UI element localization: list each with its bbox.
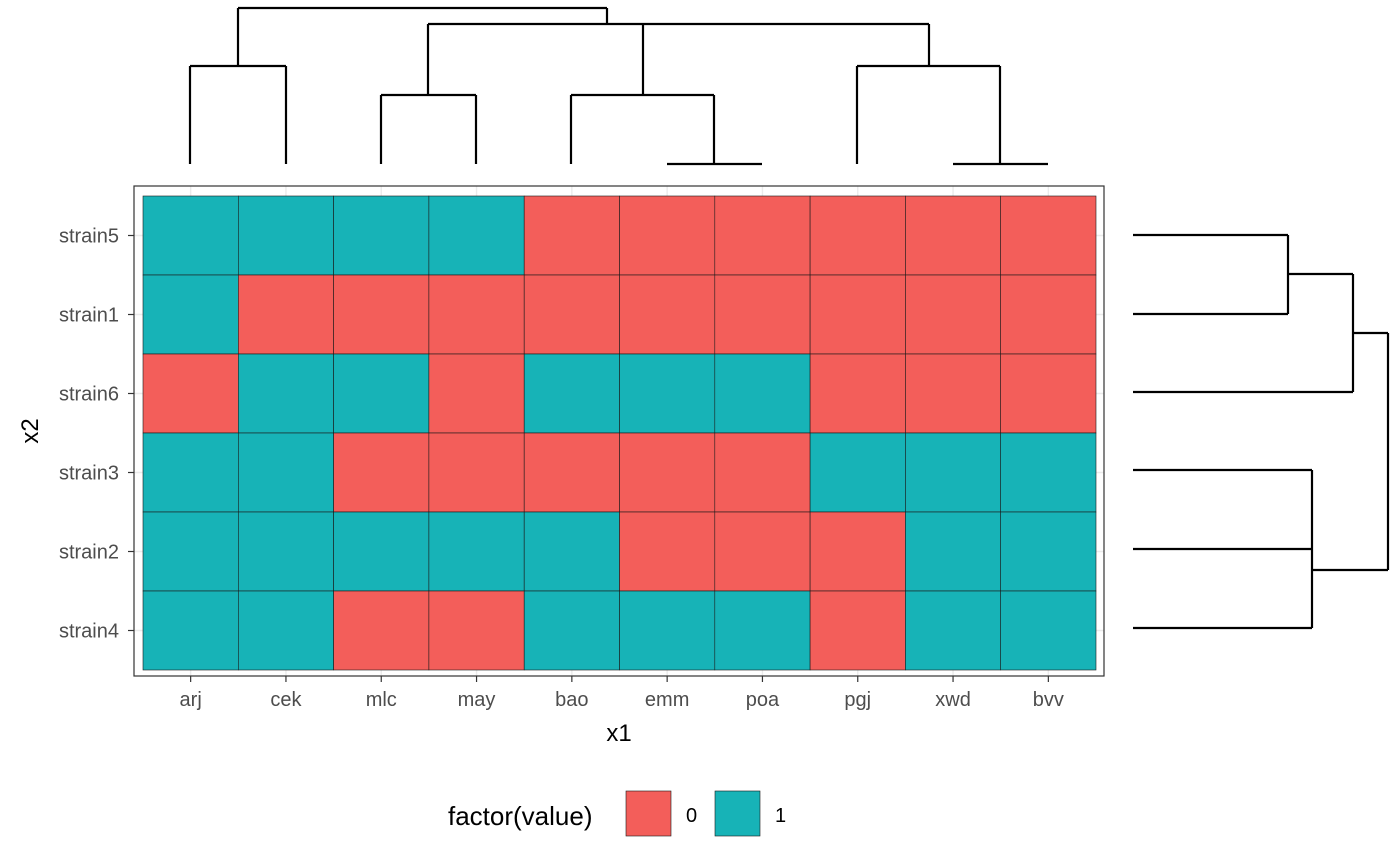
heatmap-cell bbox=[428, 353, 525, 434]
heatmap-cell bbox=[523, 432, 620, 513]
heatmap-cell bbox=[905, 353, 1002, 434]
heatmap-cell bbox=[809, 590, 906, 671]
x-tick-label: mlc bbox=[366, 689, 397, 711]
heatmap-cell bbox=[619, 432, 716, 513]
heatmap-cell bbox=[1000, 353, 1097, 434]
heatmap-cell bbox=[523, 590, 620, 671]
heatmap-cell bbox=[428, 432, 525, 513]
heatmap-cells bbox=[142, 195, 1097, 671]
heatmap-cell bbox=[333, 590, 430, 671]
heatmap-cell bbox=[142, 274, 239, 355]
x-tick-label: arj bbox=[180, 689, 202, 711]
y-axis: strain5 strain1 strain6 strain3 strain2 strai… bbox=[59, 226, 134, 643]
y-tick-label: strain4 bbox=[59, 621, 119, 643]
heatmap-cell bbox=[809, 353, 906, 434]
heatmap-cell bbox=[333, 511, 430, 592]
y-tick-label: strain1 bbox=[59, 305, 119, 327]
heatmap-cell bbox=[714, 195, 811, 276]
heatmap-cell bbox=[428, 511, 525, 592]
heatmap-cell bbox=[142, 195, 239, 276]
legend-key bbox=[714, 790, 761, 837]
y-tick-label: strain5 bbox=[59, 226, 119, 248]
heatmap-cell bbox=[238, 195, 334, 276]
heatmap-cell bbox=[333, 353, 430, 434]
heatmap-cell bbox=[905, 432, 1002, 513]
heatmap-cell bbox=[333, 195, 430, 276]
heatmap-cell bbox=[905, 274, 1002, 355]
heatmap-cell bbox=[905, 590, 1002, 671]
legend-label: 0 bbox=[686, 805, 697, 827]
heatmap-cell bbox=[333, 432, 430, 513]
row-dendrogram bbox=[1133, 233, 1390, 630]
heatmap-cell bbox=[714, 590, 811, 671]
x-tick-label: xwd bbox=[935, 689, 971, 711]
x-tick-label: cek bbox=[270, 689, 302, 711]
heatmap-cell bbox=[142, 590, 239, 671]
heatmap-cell bbox=[1000, 274, 1097, 355]
heatmap-cell bbox=[142, 511, 239, 592]
heatmap-cell bbox=[809, 195, 906, 276]
y-tick-label: strain6 bbox=[59, 384, 119, 406]
legend-key bbox=[625, 790, 672, 837]
x-tick-label: may bbox=[458, 689, 496, 711]
heatmap-cell bbox=[714, 353, 811, 434]
x-tick-label: poa bbox=[746, 689, 780, 711]
heatmap-cell bbox=[523, 353, 620, 434]
heatmap-cell bbox=[238, 353, 334, 434]
heatmap-cell bbox=[905, 511, 1002, 592]
heatmap-cell bbox=[905, 195, 1002, 276]
heatmap-cell bbox=[809, 274, 906, 355]
heatmap-cell bbox=[333, 274, 430, 355]
y-tick-label: strain2 bbox=[59, 542, 119, 564]
heatmap-cell bbox=[619, 274, 716, 355]
heatmap-cell bbox=[428, 195, 525, 276]
legend: factor(value) 0 1 bbox=[448, 790, 786, 837]
heatmap-cell bbox=[619, 195, 716, 276]
heatmap-cell bbox=[714, 432, 811, 513]
heatmap-cell bbox=[523, 195, 620, 276]
x-tick-label: bvv bbox=[1033, 689, 1064, 711]
heatmap-cell bbox=[142, 353, 239, 434]
heatmap-cell bbox=[238, 432, 334, 513]
heatmap-cell bbox=[238, 511, 334, 592]
panel-border bbox=[133, 185, 1105, 677]
x-tick-label: bao bbox=[555, 689, 588, 711]
heatmap-cell bbox=[809, 511, 906, 592]
heatmap-cell bbox=[428, 590, 525, 671]
y-axis-title: x2 bbox=[17, 418, 44, 443]
x-axis-title: x1 bbox=[606, 720, 631, 747]
x-tick-label: emm bbox=[645, 689, 689, 711]
x-tick-label: pgj bbox=[844, 689, 871, 711]
heatmap-cell bbox=[619, 353, 716, 434]
x-axis: arj cek mlc may bao emm poa pgj xwd bvv bbox=[180, 676, 1064, 711]
heatmap-cell bbox=[619, 511, 716, 592]
heatmap-cell bbox=[714, 511, 811, 592]
legend-label: 1 bbox=[775, 805, 786, 827]
heatmap-cell bbox=[1000, 511, 1097, 592]
heatmap-cell bbox=[238, 590, 334, 671]
heatmap-cell bbox=[523, 274, 620, 355]
legend-title: factor(value) bbox=[448, 801, 593, 831]
heatmap-cell bbox=[1000, 590, 1097, 671]
heatmap-cell bbox=[523, 511, 620, 592]
heatmap-cell bbox=[619, 590, 716, 671]
heatmap-cell bbox=[142, 432, 239, 513]
y-tick-label: strain3 bbox=[59, 463, 119, 485]
heatmap-cell bbox=[1000, 195, 1097, 276]
heatmap-cell bbox=[809, 432, 906, 513]
heatmap-cell bbox=[1000, 432, 1097, 513]
column-dendrogram bbox=[188, 6, 1048, 166]
heatmap-cell bbox=[428, 274, 525, 355]
heatmap-cell bbox=[238, 274, 334, 355]
heatmap-cell bbox=[714, 274, 811, 355]
